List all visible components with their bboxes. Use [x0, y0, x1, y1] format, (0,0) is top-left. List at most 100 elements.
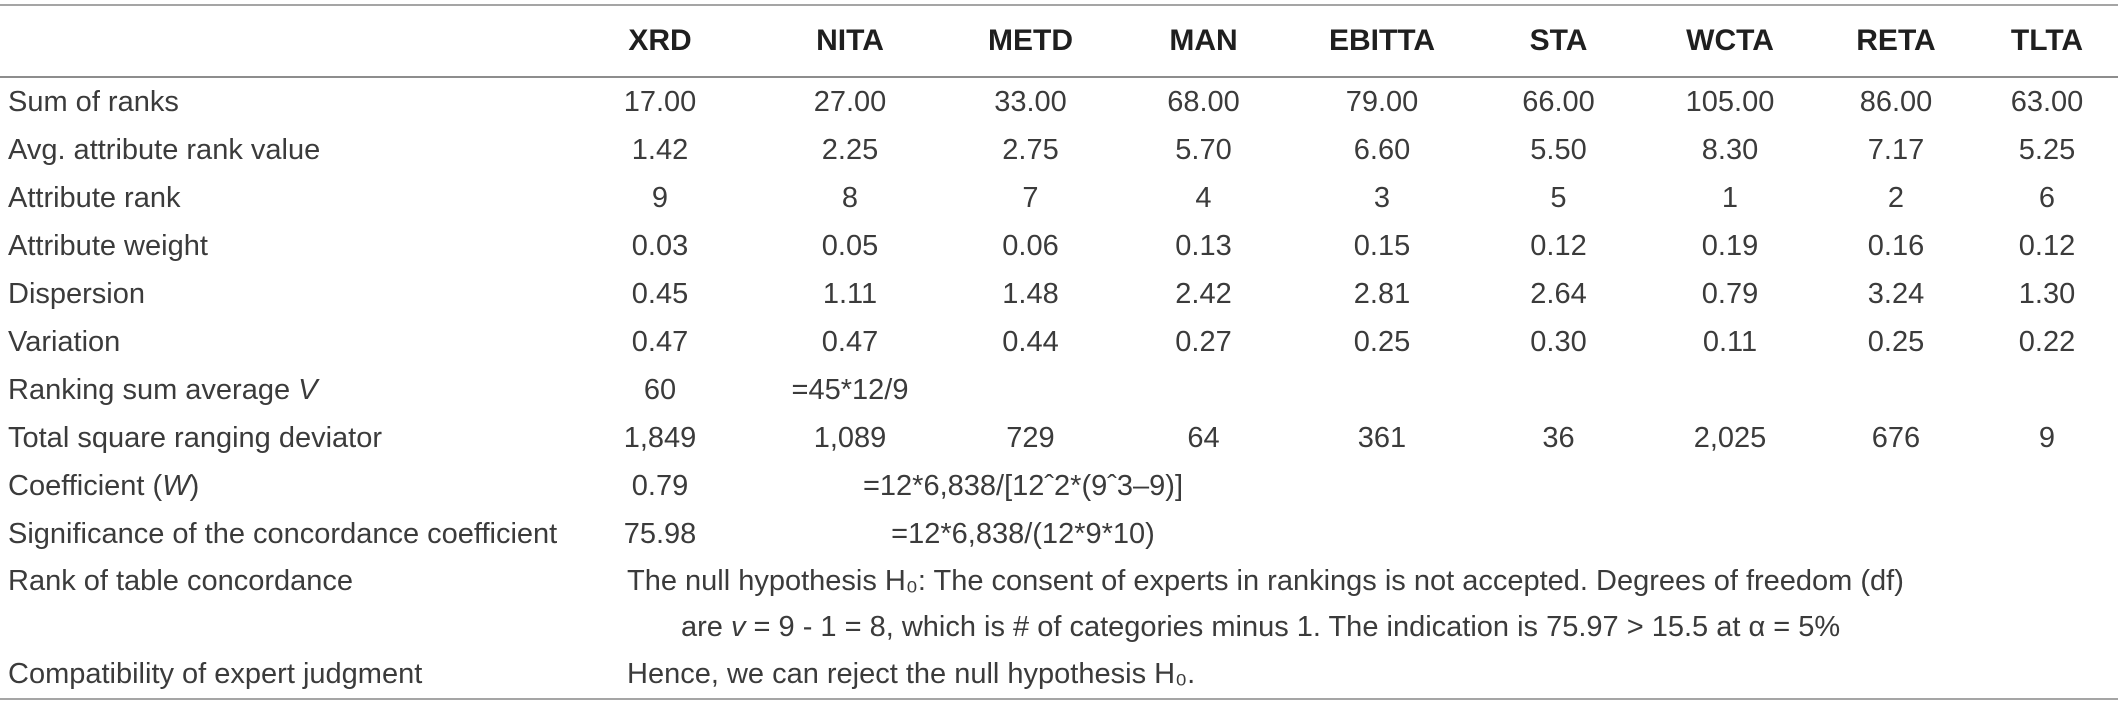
cell-value: 5.25 [2018, 133, 2076, 166]
cell-value: 1 [1721, 181, 1739, 214]
line2-prefix: are [681, 611, 731, 643]
row-label: Ranking sum average V [0, 366, 565, 414]
cell-value: 0.44 [1002, 325, 1059, 358]
cell-value: 0.12 [2018, 229, 2076, 262]
cell-note: The null hypothesis H₀: The consent of e… [565, 558, 2118, 650]
null-hypothesis-line1: The null hypothesis H₀: The consent of e… [627, 565, 1904, 597]
column-header-metd: METD [945, 5, 1116, 78]
cell-value: 0.47 [631, 325, 689, 358]
row-label: Variation [8, 325, 121, 358]
concordance-statistics-table: XRD NITA METD MAN EBITTA STA WCTA RETA T… [0, 4, 2118, 700]
cell-value: 64 [1187, 421, 1220, 454]
row-label: Coefficient (W) [0, 462, 565, 510]
table-row-coefficient-w: Coefficient (W) 0.79 =12*6,838/[12ˆ2*(9ˆ… [0, 462, 2118, 510]
cell-value: 9 [2038, 421, 2056, 454]
empty-cell [1291, 462, 2118, 510]
table-row-attribute-weight: Attribute weight 0.03 0.05 0.06 0.13 0.1… [0, 222, 2118, 270]
cell-value: 2.81 [1353, 277, 1411, 310]
table-row-avg-attribute-rank-value: Avg. attribute rank value 1.42 2.25 2.75… [0, 126, 2118, 174]
cell-value: 729 [1006, 421, 1055, 454]
table-row-dispersion: Dispersion 0.45 1.11 1.48 2.42 2.81 2.64… [0, 270, 2118, 318]
column-header-empty [0, 5, 565, 78]
cell-value: 2,025 [1693, 421, 1767, 454]
cell-value: 105.00 [1685, 85, 1775, 118]
table-row-rank-of-table-concordance: Rank of table concordance The null hypot… [0, 558, 2118, 650]
cell-value: 63.00 [2010, 85, 2084, 118]
table-row-total-square-ranging-deviator: Total square ranging deviator 1,849 1,08… [0, 414, 2118, 462]
row-label-italic-v: V [298, 373, 318, 406]
cell-formula: =12*6,838/(12*9*10) [891, 517, 1155, 550]
cell-value: 17.00 [623, 85, 697, 118]
cell-value: 2.25 [821, 133, 879, 166]
cell-value: 1.30 [2018, 277, 2076, 310]
cell-value: 1,089 [813, 421, 887, 454]
cell-value: 0.03 [631, 229, 689, 262]
cell-value: 2 [1887, 181, 1905, 214]
row-label: Avg. attribute rank value [8, 133, 321, 166]
cell-value: 2.75 [1002, 133, 1059, 166]
cell-value: 86.00 [1859, 85, 1933, 118]
cell-value: 361 [1357, 421, 1407, 454]
cell-value: 7.17 [1867, 133, 1925, 166]
cell-value: 6.60 [1353, 133, 1411, 166]
cell-value: 8 [841, 181, 859, 214]
cell-formula: =12*6,838/[12ˆ2*(9ˆ3–9)] [862, 469, 1184, 502]
cell-value: 0.45 [631, 277, 689, 310]
row-label: Dispersion [8, 277, 145, 310]
cell-value: 1.48 [1002, 277, 1059, 310]
row-label-text: Ranking sum average [8, 373, 291, 406]
column-header-wcta: WCTA [1644, 5, 1816, 78]
table-row-ranking-sum-average: Ranking sum average V 60 =45*12/9 [0, 366, 2118, 414]
cell-value: 0.79 [631, 469, 689, 502]
cell-value: 676 [1871, 421, 1921, 454]
cell-value: 0.79 [1701, 277, 1759, 310]
cell-value: 0.30 [1530, 325, 1587, 358]
cell-value: 8.30 [1701, 133, 1759, 166]
cell-value: 0.11 [1702, 325, 1758, 358]
empty-cell [945, 366, 2118, 414]
column-header-ebitta: EBITTA [1291, 5, 1473, 78]
row-label: Rank of table concordance [8, 565, 353, 597]
header-row: XRD NITA METD MAN EBITTA STA WCTA RETA T… [0, 5, 2118, 78]
cell-value: 2.42 [1175, 277, 1232, 310]
column-header-man: MAN [1116, 5, 1291, 78]
cell-value: 0.25 [1353, 325, 1411, 358]
cell-value: 4 [1195, 181, 1212, 214]
cell-value: 7 [1022, 181, 1039, 214]
cell-value: 0.19 [1701, 229, 1759, 262]
cell-formula: =45*12/9 [791, 373, 909, 406]
cell-value: 5.50 [1530, 133, 1587, 166]
cell-value: 0.16 [1867, 229, 1925, 262]
row-label: Attribute rank [8, 181, 181, 214]
cell-value: 36 [1542, 421, 1575, 454]
table-row-sum-of-ranks: Sum of ranks 17.00 27.00 33.00 68.00 79.… [0, 77, 2118, 126]
table-row-attribute-rank: Attribute rank 9 8 7 4 3 5 1 2 6 [0, 174, 2118, 222]
cell-value: 0.27 [1175, 325, 1232, 358]
cell-value: 1,849 [623, 421, 697, 454]
column-header-nita: NITA [755, 5, 945, 78]
cell-value: 0.25 [1867, 325, 1925, 358]
cell-value: 0.47 [821, 325, 879, 358]
cell-note: Hence, we can reject the null hypothesis… [627, 657, 1196, 690]
cell-value: 60 [643, 373, 677, 406]
column-header-sta: STA [1473, 5, 1644, 78]
table-row-significance: Significance of the concordance coeffici… [0, 510, 2118, 558]
empty-cell [1291, 510, 2118, 558]
cell-value: 0.05 [821, 229, 879, 262]
column-header-reta: RETA [1816, 5, 1976, 78]
cell-value: 2.64 [1530, 277, 1587, 310]
cell-value: 0.13 [1175, 229, 1232, 262]
cell-value: 66.00 [1522, 85, 1595, 118]
row-label: Sum of ranks [8, 85, 179, 118]
null-hypothesis-line2: are v = 9 - 1 = 8, which is # of categor… [627, 604, 2118, 650]
cell-value: 68.00 [1167, 85, 1240, 118]
cell-value: 33.00 [994, 85, 1067, 118]
cell-value: 9 [651, 181, 669, 214]
table-row-variation: Variation 0.47 0.47 0.44 0.27 0.25 0.30 … [0, 318, 2118, 366]
cell-value: 1.11 [822, 277, 878, 310]
row-label: Compatibility of expert judgment [8, 657, 423, 690]
line2-italic-v: v [730, 611, 746, 643]
cell-value: 5.70 [1175, 133, 1232, 166]
row-label-text: Coefficient ( [8, 469, 163, 502]
